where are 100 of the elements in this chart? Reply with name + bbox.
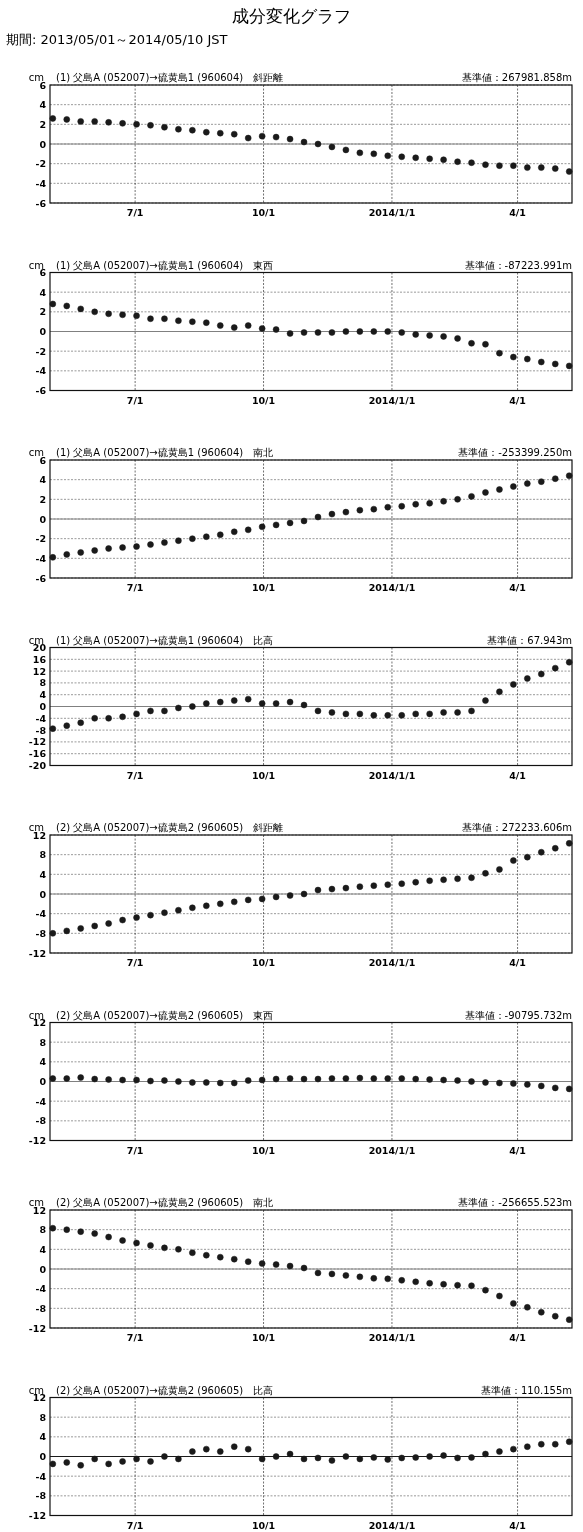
point (244, 526, 252, 534)
point (147, 1077, 154, 1085)
point (538, 1082, 545, 1090)
y-tick-label: -8 (35, 1115, 47, 1127)
point (342, 328, 350, 335)
y-tick-label: -8 (35, 1302, 47, 1314)
point (203, 533, 210, 540)
point (272, 893, 280, 901)
point (300, 1264, 308, 1272)
x-tick-label: 10/1 (251, 769, 276, 781)
point (272, 133, 280, 141)
x-tick-label: 2014/1/1 (368, 394, 416, 406)
point (258, 1455, 266, 1463)
point (300, 1075, 308, 1083)
point (175, 906, 182, 914)
point (328, 329, 336, 336)
x-tick-label: 10/1 (251, 1332, 276, 1343)
point (370, 1275, 378, 1282)
point (356, 506, 364, 514)
point (244, 1445, 252, 1453)
point (63, 1075, 70, 1082)
point (440, 876, 447, 883)
point (468, 159, 475, 166)
point (105, 715, 112, 722)
y-tick-label: 4 (39, 1431, 47, 1443)
y-tick-label: -4 (35, 908, 47, 920)
point (524, 355, 531, 363)
point (49, 300, 57, 308)
point (356, 328, 364, 335)
point (454, 335, 461, 342)
y-tick-label: -4 (35, 1470, 47, 1482)
point (496, 349, 503, 357)
point (77, 1462, 84, 1469)
point (133, 1455, 140, 1463)
y-tick-label: -2 (35, 533, 46, 545)
chart-title: (1) 父島A (052007)→硫黄島1 (960604) 南北 (56, 447, 274, 458)
point (91, 547, 98, 554)
chart-subtitle: 基準値：67.943m (487, 634, 572, 646)
point (147, 1458, 154, 1465)
point (552, 845, 559, 852)
point (175, 126, 182, 133)
point (468, 340, 475, 347)
point (203, 1079, 210, 1086)
point (314, 140, 322, 148)
y-tick-label: 8 (39, 1224, 47, 1236)
x-tick-label: 2014/1/1 (368, 1332, 416, 1343)
point (286, 1075, 294, 1082)
y-tick-label: -12 (28, 947, 46, 959)
point (384, 881, 392, 888)
point (189, 703, 196, 710)
text: 期間: 2013/05/01～2014/05/10 JST (6, 32, 228, 47)
point (49, 554, 57, 561)
y-tick-label: -4 (35, 712, 47, 724)
point (552, 360, 559, 368)
point (300, 890, 308, 898)
point (272, 521, 280, 529)
point (454, 1077, 461, 1084)
y-tick-label: -4 (35, 1095, 47, 1107)
point (217, 1253, 224, 1261)
point (314, 1075, 322, 1083)
point (272, 1453, 280, 1460)
point (119, 1237, 126, 1244)
point (426, 710, 433, 718)
point (258, 132, 266, 140)
y-tick-label: 4 (39, 1243, 47, 1255)
x-tick-label: 4/1 (509, 394, 526, 406)
point (189, 1079, 196, 1086)
point (91, 308, 98, 316)
chart-subtitle: 基準値：-90795.732m (464, 1009, 572, 1021)
point (398, 1454, 405, 1462)
point (189, 535, 196, 542)
x-tick-label: 4/1 (509, 207, 526, 218)
point (286, 330, 294, 337)
point (412, 154, 419, 162)
y-tick-label: -6 (35, 385, 47, 396)
y-tick-label: -16 (28, 748, 47, 760)
point (189, 1448, 196, 1455)
y-tick-label: 4 (39, 286, 47, 298)
point (398, 712, 405, 719)
point (286, 135, 294, 143)
chart-title: (2) 父島A (052007)→硫黄島2 (960605) 斜距離 (56, 822, 284, 833)
point (426, 332, 433, 339)
y-tick-label: -12 (28, 1510, 46, 1521)
point (314, 707, 322, 715)
point (272, 700, 280, 707)
point (524, 480, 531, 487)
point (565, 1438, 573, 1445)
point (412, 878, 419, 886)
point (384, 712, 392, 719)
point (133, 914, 140, 921)
point (119, 1076, 126, 1084)
point (370, 505, 378, 513)
point (63, 722, 70, 729)
point (119, 713, 126, 721)
point (565, 1085, 573, 1093)
point (510, 162, 517, 169)
y-tick-label: -4 (35, 1283, 47, 1295)
point (328, 1075, 336, 1082)
point (384, 1075, 392, 1082)
x-tick-label: 2014/1/1 (368, 769, 416, 781)
